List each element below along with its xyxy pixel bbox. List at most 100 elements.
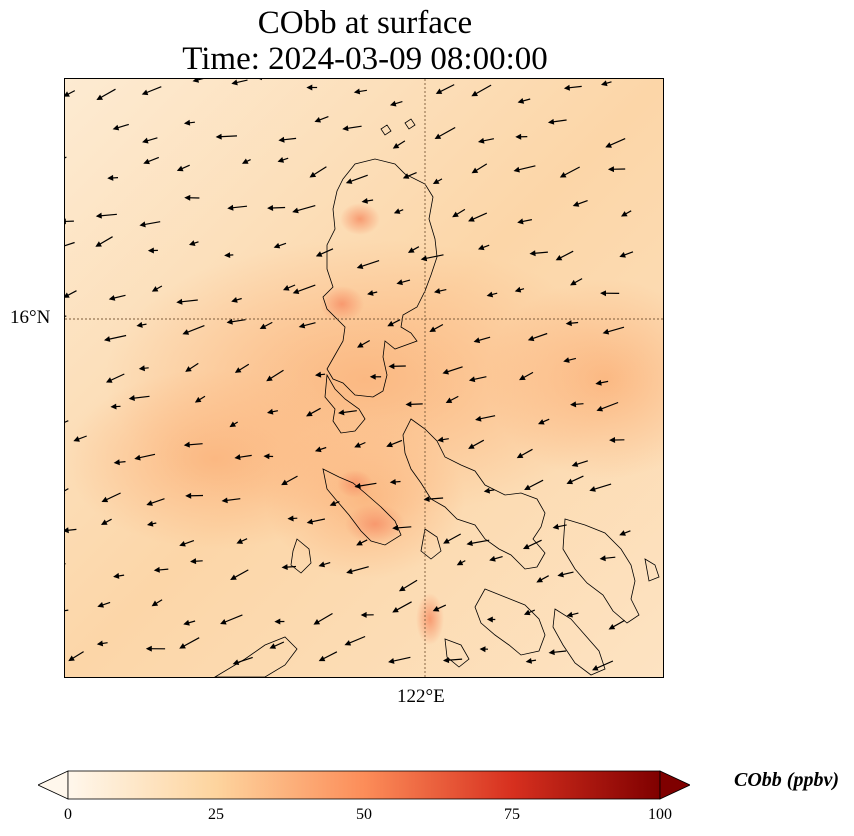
wind-arrow-head	[314, 371, 322, 378]
wind-arrow-head	[192, 79, 200, 83]
wind-arrow-head	[572, 201, 580, 207]
wind-arrow-head	[68, 655, 75, 662]
wind-arrow-head	[429, 326, 436, 332]
wind-arrow-head	[224, 252, 231, 259]
concentration-hotspots	[65, 203, 663, 645]
wind-arrow-head	[356, 263, 364, 270]
wind-arrow-head	[65, 292, 70, 298]
wind-arrow-head	[570, 279, 577, 286]
wind-arrow-head	[566, 478, 574, 485]
wind-arrow-head	[342, 125, 349, 132]
wind-arrow-head	[292, 207, 299, 214]
wind-arrow-head	[151, 286, 159, 292]
wind-arrow-head	[548, 649, 555, 656]
wind-arrow-head	[142, 137, 149, 144]
wind-arrow-head	[388, 363, 395, 370]
wind-arrow-head	[269, 643, 277, 649]
wind-arrow-head	[600, 80, 608, 87]
wind-arrow-head	[442, 657, 450, 664]
wind-arrow-head	[361, 197, 368, 204]
wind-arrow-head	[595, 379, 602, 386]
wind-arrow-head	[557, 571, 564, 578]
wind-arrow-head	[559, 172, 567, 178]
wind-arrow-head	[329, 500, 337, 507]
wind-arrow-head	[486, 291, 494, 298]
wind-arrow-head	[475, 415, 482, 422]
colorbar-tick-100: 100	[648, 806, 672, 823]
wind-arrow-head	[106, 377, 113, 383]
wind-arrow-head	[96, 94, 104, 101]
wind-arrow-head	[188, 240, 196, 246]
wind-arrow-head	[273, 242, 281, 249]
wind-arrow-head	[392, 606, 399, 613]
wind-arrow-head	[608, 623, 616, 630]
wind-arrow-head	[179, 540, 186, 547]
wind-arrow-head	[599, 555, 606, 562]
wind-arrow-head	[229, 421, 237, 428]
wind-arrow-head	[128, 395, 135, 401]
wind-arrow-head	[357, 342, 364, 348]
wind-arrow-head	[524, 484, 531, 491]
colorbar-extend-min	[38, 770, 69, 800]
wind-arrow-head	[468, 216, 475, 222]
wind-arrow-head	[479, 646, 486, 653]
wind-arrow-head	[471, 90, 479, 97]
wind-arrow-head	[389, 478, 396, 485]
wind-arrow-head	[146, 500, 153, 506]
wind-arrow-head	[607, 166, 615, 173]
wind-arrow-head	[143, 158, 150, 165]
wind-arrow-head	[226, 318, 233, 325]
wind-arrow-head	[277, 156, 285, 163]
wind-arrow-head	[107, 174, 114, 181]
colorbar	[38, 770, 690, 800]
wind-arrow-head	[314, 446, 322, 453]
wind-arrow-head	[600, 290, 607, 297]
wind-arrow-head	[259, 323, 267, 330]
wind-arrow-head	[227, 204, 234, 211]
wind-arrow-head	[563, 357, 570, 363]
wind-arrow-head	[221, 497, 228, 504]
wind-arrow-head	[620, 211, 628, 217]
wind-arrow-head	[97, 601, 104, 608]
wind-arrow-head	[434, 133, 442, 140]
wind-arrow-head	[563, 84, 570, 91]
wind-arrow-head	[95, 241, 102, 247]
wind-arrow-head	[437, 436, 444, 443]
wind-arrow-head	[619, 530, 626, 536]
wind-arrow-head	[266, 375, 273, 382]
colorbar-tick-0: 0	[64, 806, 72, 823]
wind-arrow-head	[282, 285, 290, 291]
wind-arrow-head	[420, 255, 428, 262]
wind-arrow-head	[536, 576, 543, 583]
wind-arrow-head	[183, 619, 190, 626]
wind-arrow-head	[405, 401, 412, 408]
map-panel	[64, 78, 664, 678]
wind-arrow-head	[108, 295, 116, 301]
wind-arrow-head	[468, 376, 476, 383]
wind-arrow-head	[468, 443, 475, 449]
wind-arrow-head	[183, 441, 190, 448]
wind-arrow-head	[483, 487, 491, 494]
wind-arrow-head	[65, 527, 69, 534]
wind-arrow-head	[445, 397, 453, 404]
map-canvas	[65, 79, 663, 677]
wind-arrow-head	[318, 561, 326, 568]
wind-arrow-head	[274, 618, 281, 625]
wind-arrow-head	[314, 116, 322, 123]
colorbar-ramp	[67, 770, 661, 800]
wind-arrow-head	[392, 524, 399, 531]
wind-arrow-head	[263, 453, 270, 460]
wind-arrow-head	[423, 496, 430, 503]
wind-arrow-head	[176, 298, 183, 305]
wind-arrow-head	[513, 166, 520, 173]
wind-arrow-head	[515, 133, 522, 140]
wind-arrow-head	[456, 559, 464, 566]
wind-arrow	[65, 156, 67, 159]
wind-arrow-head	[443, 538, 450, 544]
wind-arrow-head	[232, 659, 240, 666]
wind-arrow-head	[110, 403, 117, 410]
wind-arrow-head	[281, 564, 288, 571]
wind-arrow-head	[287, 515, 294, 522]
colorbar-tick-75: 75	[504, 806, 520, 823]
wind-arrow-head	[353, 88, 361, 95]
